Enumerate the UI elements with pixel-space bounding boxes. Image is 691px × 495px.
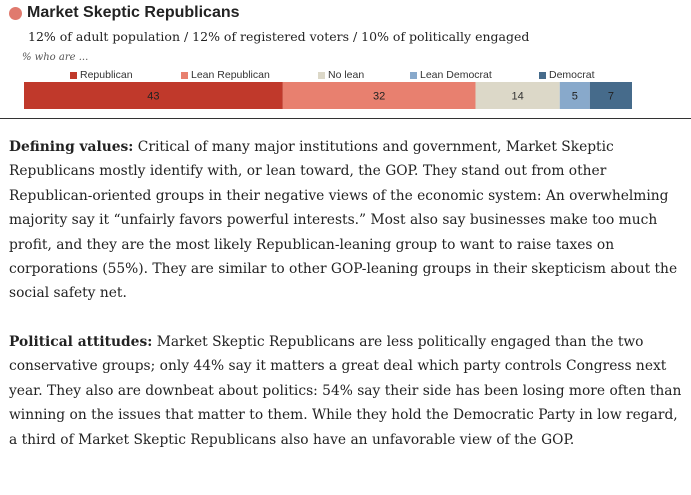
bar-value-label: 43 xyxy=(147,91,159,103)
legend-item-democrat: Democrat xyxy=(539,69,595,81)
legend-item-no-lean: No lean xyxy=(318,69,364,81)
political-attitudes-text: Market Skeptic Republicans are less poli… xyxy=(9,334,682,448)
defining-values-paragraph: Defining values: Critical of many major … xyxy=(9,135,685,306)
population-shares: 12% of adult population / 12% of registe… xyxy=(28,29,530,44)
chart-legend: Republican Lean Republican No lean Lean … xyxy=(0,69,691,81)
who-are-label: % who are ... xyxy=(22,52,89,63)
bar-segment-lean-republican xyxy=(282,82,476,109)
legend-swatch xyxy=(318,71,325,79)
bar-value-label: 14 xyxy=(511,91,523,103)
bar-segment-no-lean xyxy=(475,82,560,109)
legend-item-lean-republican: Lean Republican xyxy=(181,69,270,81)
legend-label: No lean xyxy=(328,69,365,81)
bar-segment-republican xyxy=(24,82,283,109)
section-divider xyxy=(0,118,691,119)
bar-value-label: 32 xyxy=(373,91,385,103)
bar-segment-democrat xyxy=(589,82,632,109)
party-id-stacked-bar: 43 32 14 5 7 xyxy=(24,82,632,109)
legend-label: Lean Republican xyxy=(191,69,270,81)
legend-swatch xyxy=(70,71,77,79)
title-row: Market Skeptic Republicans xyxy=(9,3,240,23)
defining-values-heading: Defining values: xyxy=(9,139,134,155)
legend-swatch xyxy=(410,71,417,79)
legend-item-lean-democrat: Lean Democrat xyxy=(410,69,492,81)
defining-values-text: Critical of many major institutions and … xyxy=(9,139,678,302)
bar-segment-lean-democrat xyxy=(559,82,590,109)
legend-swatch xyxy=(181,71,188,79)
political-attitudes-heading: Political attitudes: xyxy=(9,334,153,350)
group-color-dot-icon xyxy=(9,6,22,20)
legend-label: Lean Democrat xyxy=(420,69,492,81)
bar-value-label: 5 xyxy=(572,91,578,103)
legend-swatch xyxy=(539,71,546,79)
legend-item-republican: Republican xyxy=(70,69,133,81)
bar-value-label: 7 xyxy=(608,91,614,103)
legend-label: Republican xyxy=(80,69,133,81)
political-attitudes-paragraph: Political attitudes: Market Skeptic Repu… xyxy=(9,330,685,452)
legend-label: Democrat xyxy=(549,69,595,81)
group-title: Market Skeptic Republicans xyxy=(27,4,240,21)
